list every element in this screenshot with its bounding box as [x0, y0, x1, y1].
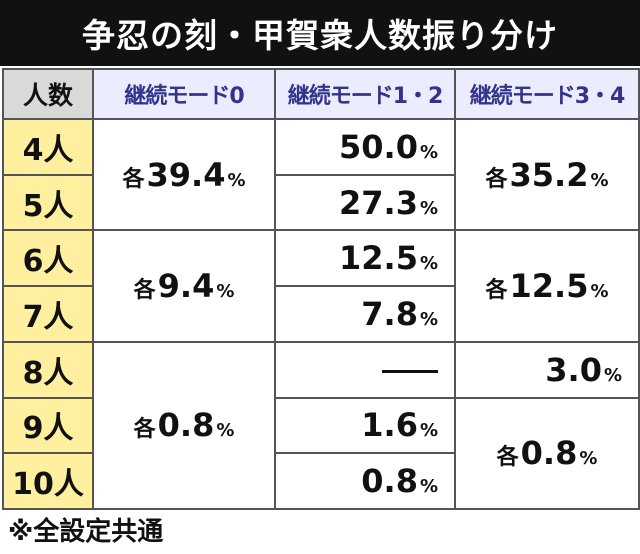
table-row: 4人 各39.4% 50.0% 各35.2% — [2, 117, 640, 232]
mode12-value: 12.5% — [274, 229, 456, 288]
header-mode34: 継続モード3・4 — [454, 68, 640, 120]
value-number: 39.4 — [146, 155, 226, 194]
row-label: 7人 — [2, 285, 94, 343]
mode12-value: 7.8% — [274, 285, 456, 343]
mode12-value — [274, 340, 456, 399]
percent-sign: % — [579, 448, 598, 470]
mode0-value: 各9.4% — [92, 229, 276, 343]
header-row: 人数 継続モード0 継続モード1・2 継続モード3・4 — [2, 68, 640, 120]
row-label: 8人 — [2, 340, 94, 399]
table-row: 9人 1.6% 各0.8% — [2, 396, 640, 511]
percent-sign: % — [590, 169, 609, 191]
value-number: 50.0 — [339, 127, 418, 166]
footnote: ※全設定共通 — [8, 517, 164, 547]
mode0-value: 各39.4% — [92, 117, 276, 232]
row-label: 9人 — [2, 396, 94, 455]
each-prefix: 各 — [133, 417, 156, 443]
percent-sign: % — [419, 308, 438, 330]
percent-sign: % — [419, 253, 438, 275]
mode34-value: 各35.2% — [454, 117, 640, 232]
value-number: 12.5 — [339, 239, 418, 278]
row-label: 6人 — [2, 229, 94, 288]
value-number: 27.3 — [339, 183, 418, 222]
page-title: 争忍の刻・甲賀衆人数振り分け — [0, 0, 640, 66]
mode12-value: 27.3% — [274, 173, 456, 232]
value-number: 12.5 — [509, 267, 589, 306]
value-number: 35.2 — [509, 155, 589, 194]
table-row: 5人 27.3% — [2, 173, 639, 232]
distribution-table: 人数 継続モード0 継続モード1・2 継続モード3・4 4人 各39.4% 50… — [2, 68, 640, 511]
value-number: 9.4 — [157, 267, 215, 306]
value-number: 0.8 — [157, 406, 215, 445]
value-number: 3.0 — [545, 350, 602, 389]
percent-sign: % — [216, 420, 235, 442]
mode12-value: 0.8% — [274, 452, 456, 510]
percent-sign: % — [590, 281, 609, 303]
mode34-value: 3.0% — [454, 340, 640, 399]
each-prefix: 各 — [496, 445, 519, 471]
value-number: 7.8 — [361, 294, 418, 333]
table-row: 7人 7.8% — [2, 285, 639, 343]
header-count: 人数 — [2, 68, 94, 120]
value-number: 0.8 — [520, 434, 578, 473]
percent-sign: % — [419, 141, 438, 163]
mode0-value: 各0.8% — [92, 340, 276, 511]
each-prefix: 各 — [122, 166, 145, 192]
header-mode0: 継続モード0 — [92, 68, 276, 120]
each-prefix: 各 — [485, 166, 508, 192]
mode34-value: 各12.5% — [454, 229, 640, 343]
table-row: 6人 各9.4% 12.5% 各12.5% — [2, 229, 640, 343]
percent-sign: % — [419, 197, 438, 219]
each-prefix: 各 — [485, 278, 508, 304]
percent-sign: % — [419, 420, 438, 442]
percent-sign: % — [216, 281, 235, 303]
mode12-value: 1.6% — [274, 396, 456, 455]
each-prefix: 各 — [133, 278, 156, 304]
value-number: 1.6 — [361, 406, 418, 445]
value-number: 0.8 — [361, 462, 418, 501]
percent-sign: % — [419, 476, 438, 498]
mode34-value: 各0.8% — [454, 396, 640, 511]
mode12-value: 50.0% — [274, 118, 456, 176]
row-label: 5人 — [2, 173, 94, 232]
percent-sign: % — [603, 364, 622, 386]
dash-mark — [382, 370, 438, 374]
table-row: 10人 0.8% — [2, 452, 639, 510]
row-label: 4人 — [2, 118, 94, 176]
row-label: 10人 — [2, 452, 94, 510]
header-mode12: 継続モード1・2 — [274, 68, 456, 120]
percent-sign: % — [227, 169, 246, 191]
table-row: 8人 各0.8% 3.0% — [2, 340, 640, 511]
